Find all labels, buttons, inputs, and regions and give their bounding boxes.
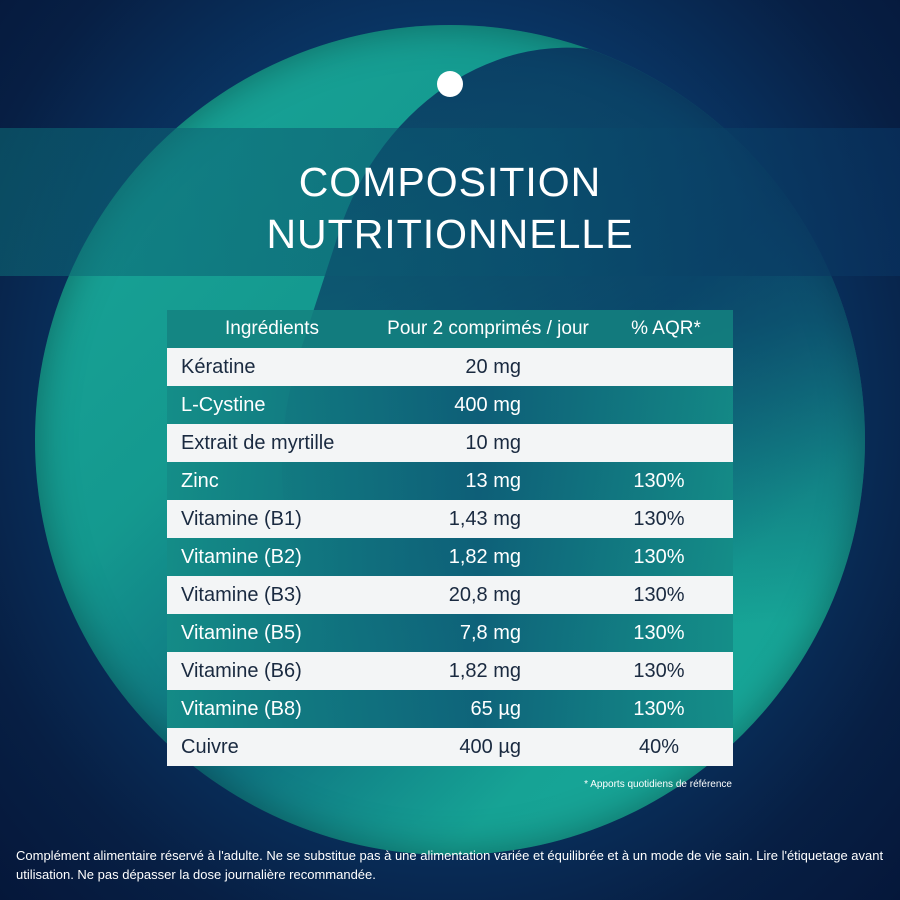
aqr-footnote: * Apports quotidiens de référence [584,779,732,790]
table-row: Vitamine (B8) 65 µg 130% [167,690,733,728]
title-band [0,128,900,276]
table-row: Vitamine (B2) 1,82 mg 130% [167,538,733,576]
table-row: Vitamine (B3) 20,8 mg 130% [167,576,733,614]
table-row: Extrait de myrtille 10 mg [167,424,733,462]
amount-cell: 400 mg [454,393,521,416]
table-header: Ingrédients Pour 2 comprimés / jour % AQ… [167,310,733,348]
amount-cell: 1,82 mg [448,659,521,682]
column-header-aqr: % AQR* [631,318,701,339]
column-header-ingredients: Ingrédients [224,318,319,339]
ingredient-cell: Vitamine (B2) [181,545,302,568]
amount-cell: 10 mg [465,431,521,454]
aqr-cell: 130% [633,621,685,644]
amount-cell: 1,82 mg [448,545,521,568]
nutrition-table: Ingrédients Pour 2 comprimés / jour % AQ… [167,310,733,766]
amount-cell: 400 µg [459,735,521,758]
table-row: Vitamine (B6) 1,82 mg 130% [167,652,733,690]
ingredient-cell: Vitamine (B6) [181,659,302,682]
page-title-line2: NUTRITIONNELLE [266,211,634,257]
table-row: Vitamine (B1) 1,43 mg 130% [167,500,733,538]
amount-cell: 7,8 mg [459,621,521,644]
column-header-amount: Pour 2 comprimés / jour [387,318,589,339]
hang-hole [437,71,463,97]
aqr-cell: 130% [633,659,685,682]
ingredient-cell: Vitamine (B8) [181,697,302,720]
ingredient-cell: Extrait de myrtille [181,431,335,454]
aqr-cell: 40% [638,735,680,758]
amount-cell: 13 mg [465,469,521,492]
ingredient-cell: Vitamine (B3) [181,583,302,606]
ingredient-cell: Vitamine (B1) [181,507,302,530]
aqr-cell: 130% [633,545,685,568]
amount-cell: 65 µg [470,697,521,720]
amount-cell: 20,8 mg [448,583,521,606]
amount-cell: 20 mg [465,355,521,378]
table-row: Zinc 13 mg 130% [167,462,733,500]
ingredient-cell: Kératine [181,355,256,378]
table-row: Cuivre 400 µg 40% [167,728,733,766]
table-row: Kératine 20 mg [167,348,733,386]
page-title-line1: COMPOSITION [298,159,602,205]
ingredient-cell: L-Cystine [181,393,266,416]
aqr-cell: 130% [633,583,685,606]
table-row: L-Cystine 400 mg [167,386,733,424]
ingredient-cell: Zinc [181,469,219,492]
aqr-cell: 130% [633,507,685,530]
legal-disclaimer: Complément alimentaire réservé à l'adult… [16,848,884,882]
amount-cell: 1,43 mg [448,507,521,530]
ingredient-cell: Vitamine (B5) [181,621,302,644]
aqr-cell: 130% [633,469,685,492]
ingredient-cell: Cuivre [181,735,239,758]
aqr-cell: 130% [633,697,685,720]
table-row: Vitamine (B5) 7,8 mg 130% [167,614,733,652]
